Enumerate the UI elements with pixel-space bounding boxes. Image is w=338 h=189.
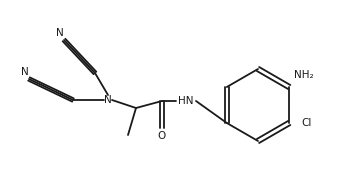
Text: N: N: [21, 67, 29, 77]
Text: Cl: Cl: [301, 118, 312, 128]
Text: NH₂: NH₂: [294, 70, 314, 80]
Text: O: O: [158, 131, 166, 141]
Text: HN: HN: [178, 96, 194, 106]
Text: N: N: [56, 28, 64, 38]
Text: N: N: [104, 95, 112, 105]
